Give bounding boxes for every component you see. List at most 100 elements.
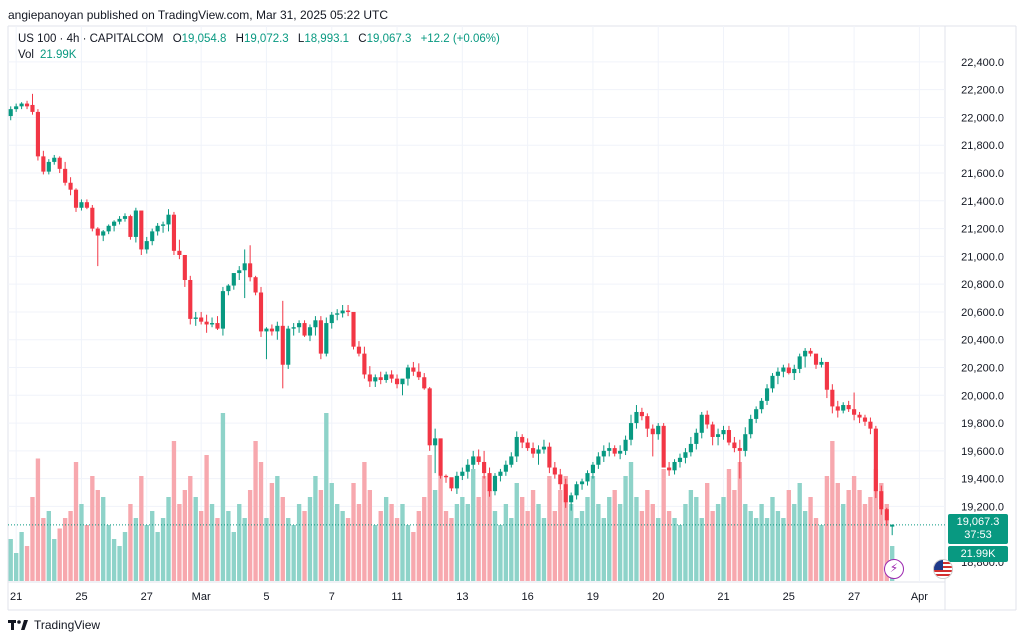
- volume-bar: [139, 476, 144, 581]
- volume-bar: [313, 476, 318, 581]
- volume-bar: [764, 518, 770, 581]
- candle-body: [667, 467, 672, 471]
- volume-bar: [476, 497, 481, 581]
- volume-bar: [373, 525, 378, 581]
- x-tick-label: Mar: [192, 591, 211, 603]
- volume-bar: [797, 483, 802, 581]
- volume-bar: [144, 525, 149, 581]
- volume-bar: [612, 490, 617, 581]
- candle-body: [155, 225, 160, 232]
- volume-bar: [514, 483, 519, 581]
- y-tick-label: 20,000.0: [961, 390, 1004, 402]
- volume-bar: [699, 518, 704, 581]
- lightning-icon[interactable]: ⚡: [884, 559, 904, 579]
- volume-bar: [269, 483, 275, 581]
- candle-body: [873, 428, 878, 492]
- volume-bar: [623, 476, 628, 581]
- candle-body: [35, 111, 40, 157]
- volume-bar: [394, 518, 400, 581]
- candle-body: [324, 323, 329, 354]
- candle-body: [841, 405, 846, 411]
- candle-body: [30, 104, 35, 112]
- candle-body: [884, 509, 889, 521]
- candle-body: [52, 157, 57, 162]
- candle-body: [313, 320, 318, 328]
- volume-bar: [590, 476, 596, 581]
- candle-body: [541, 446, 547, 450]
- candle-body: [286, 328, 291, 365]
- volume-bar: [209, 504, 215, 581]
- volume-bar: [188, 476, 193, 581]
- candle-body: [710, 424, 715, 437]
- candle-body: [520, 436, 525, 443]
- volume-bar: [79, 504, 84, 581]
- candle-body: [857, 414, 862, 418]
- volume-bar: [150, 511, 155, 581]
- candle-body: [95, 228, 100, 236]
- volume-bar: [335, 504, 340, 581]
- candle-body: [574, 484, 579, 496]
- volume-bar: [585, 497, 590, 581]
- volume-bar: [68, 511, 73, 581]
- us-flag-icon[interactable]: [933, 559, 953, 579]
- symbol-label[interactable]: US 100 · 4h · CAPITALCOM: [18, 33, 164, 45]
- volume-bar: [498, 525, 503, 581]
- candle-body: [569, 495, 574, 503]
- volume-bar: [242, 518, 247, 581]
- candle-body: [656, 425, 661, 435]
- volume-bar: [171, 441, 177, 581]
- candle-body: [509, 456, 514, 465]
- candle-body: [258, 292, 264, 332]
- y-tick-label: 20,600.0: [961, 307, 1004, 319]
- volume-bar: [688, 490, 694, 581]
- candle-body: [797, 356, 802, 369]
- candle-body: [547, 446, 552, 468]
- volume-bar: [324, 413, 329, 581]
- candle-body: [394, 378, 400, 385]
- x-tick-label: 11: [391, 591, 402, 603]
- volume-bar: [601, 518, 606, 581]
- volume-bar: [830, 441, 835, 581]
- volume-bar: [460, 497, 465, 581]
- candle-body: [133, 210, 138, 237]
- volume-label[interactable]: Vol: [18, 49, 34, 61]
- candle-body: [351, 311, 356, 347]
- volume-bar: [481, 476, 487, 581]
- volume-bar: [819, 525, 824, 581]
- volume-bar: [291, 525, 296, 581]
- volume-bar: [607, 497, 612, 581]
- volume-bar: [41, 518, 46, 581]
- volume-bar: [666, 511, 672, 581]
- candle-body: [732, 442, 737, 449]
- volume-bar: [307, 497, 313, 581]
- candle-body: [237, 270, 242, 274]
- volume-bar: [558, 490, 563, 581]
- candle-body: [106, 225, 111, 232]
- volume-bar: [781, 518, 786, 581]
- candle-body: [868, 421, 873, 429]
- volume-bar: [683, 504, 688, 581]
- volume-bar: [851, 476, 857, 581]
- candle-body: [471, 456, 476, 465]
- candle-body: [835, 406, 840, 411]
- brand-footer[interactable]: TradingView: [8, 618, 100, 632]
- candle-body: [449, 477, 454, 489]
- candle-body: [852, 409, 857, 415]
- volume-bar: [30, 497, 35, 581]
- candle-body: [601, 450, 606, 457]
- volume-bar: [106, 525, 111, 581]
- volume-bar: [710, 511, 715, 581]
- volume-bar: [443, 511, 449, 581]
- candle-body: [57, 157, 62, 169]
- candle-body: [166, 214, 171, 225]
- candle-body: [297, 323, 302, 328]
- volume-bar: [177, 504, 182, 581]
- candle-body: [68, 182, 73, 190]
- volume-bar: [824, 476, 830, 581]
- candle-body: [90, 207, 95, 229]
- change-value: +12.2 (+0.06%): [420, 33, 500, 45]
- candle-body: [476, 456, 481, 462]
- volume-bar: [318, 490, 324, 581]
